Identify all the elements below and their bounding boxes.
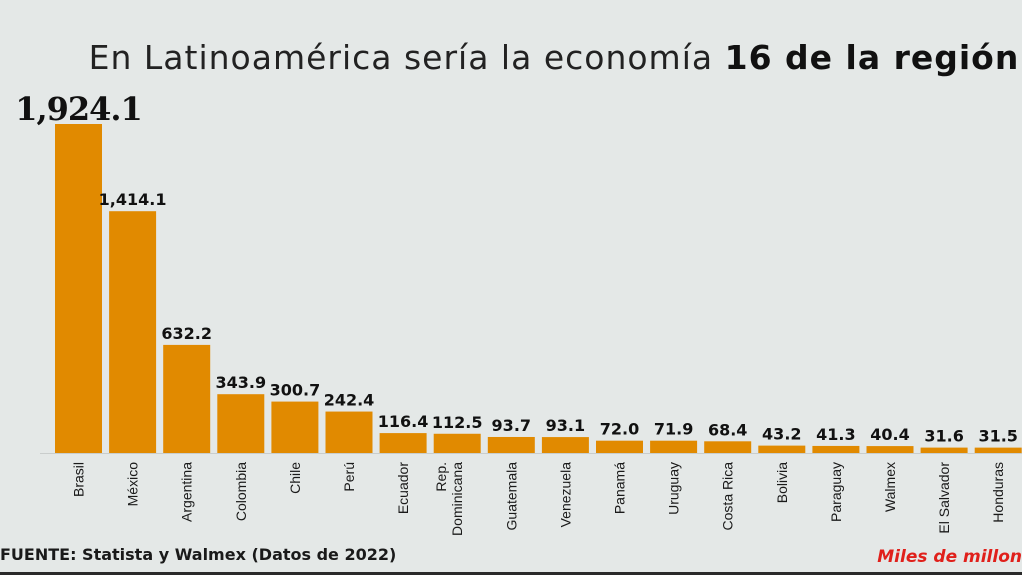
category-label-colombia: Colombia — [233, 462, 249, 521]
value-label-paraguay: 41.3 — [816, 425, 855, 444]
category-label-honduras: Honduras — [990, 462, 1006, 523]
bar-walmex — [866, 446, 914, 453]
value-label-el-salvador: 31.6 — [924, 427, 963, 446]
category-label-guatemala: Guatemala — [503, 462, 519, 531]
value-label-mexico: 1,414.1 — [99, 190, 167, 209]
bar-panama — [596, 440, 643, 453]
value-label-ecuador: 116.4 — [378, 412, 429, 431]
category-label-walmex: Walmex — [882, 462, 898, 512]
title-prefix: En Latinoamérica sería la economía — [88, 38, 714, 77]
value-label-argentina: 632.2 — [161, 324, 212, 343]
value-label-walmex: 40.4 — [870, 425, 909, 444]
category-label-bolivia: Bolivia — [774, 462, 790, 503]
value-label-bolivia: 43.2 — [762, 425, 801, 444]
category-label-brasil: Brasil — [71, 462, 87, 497]
title-emphasis: 16 de la región — [724, 38, 1020, 77]
category-label-argentina: Argentina — [179, 462, 195, 522]
bar-chile — [271, 401, 319, 453]
bar-uruguay — [650, 440, 698, 453]
bar-honduras — [974, 447, 1022, 453]
category-label-costa-rica: Costa Rica — [720, 462, 736, 531]
value-label-colombia: 343.9 — [215, 373, 266, 392]
value-label-guatemala: 93.7 — [492, 416, 531, 435]
bar-bolivia — [758, 445, 806, 453]
category-label-rep-dominicana: Rep.Dominicana — [433, 462, 465, 536]
bar-mexico — [109, 211, 157, 453]
bar-ecuador — [379, 433, 427, 453]
value-label-costa-rica: 68.4 — [708, 420, 747, 439]
unit-label: Miles de millon — [877, 547, 1022, 567]
bar-paraguay — [812, 445, 860, 453]
bar-argentina — [163, 344, 211, 453]
category-label-mexico: México — [125, 462, 141, 507]
bar-rep-dominicana — [433, 433, 481, 453]
value-label-honduras: 31.5 — [978, 427, 1017, 446]
chart-title: En Latinoamérica sería la economía 16 de… — [0, 38, 1022, 77]
category-label-paraguay: Paraguay — [828, 462, 844, 522]
category-label-panama: Panamá — [612, 462, 628, 514]
value-label-peru: 242.4 — [324, 391, 375, 410]
bar-peru — [325, 411, 373, 453]
category-label-uruguay: Uruguay — [666, 462, 682, 515]
category-label-venezuela: Venezuela — [557, 462, 573, 528]
value-label-rep-dominicana: 112.5 — [432, 413, 483, 432]
value-label-venezuela: 93.1 — [546, 416, 585, 435]
source-note: FUENTE: Statista y Walmex (Datos de 2022… — [0, 545, 397, 564]
bar-colombia — [217, 394, 265, 453]
bottom-rule — [0, 572, 1022, 575]
value-label-chile: 300.7 — [270, 381, 321, 400]
category-label-ecuador: Ecuador — [395, 462, 411, 514]
bar-el-salvador — [920, 447, 968, 453]
category-label-chile: Chile — [287, 462, 303, 494]
bar-brasil — [55, 124, 102, 453]
bar-venezuela — [541, 437, 589, 453]
bar-guatemala — [487, 436, 535, 453]
value-label-panama: 72.0 — [600, 420, 639, 439]
bar-costa-rica — [704, 441, 752, 453]
value-label-brasil: 1,924.1 — [15, 90, 142, 128]
category-label-el-salvador: El Salvador — [936, 462, 952, 534]
category-label-peru: Perú — [341, 462, 357, 492]
value-label-uruguay: 71.9 — [654, 420, 693, 439]
